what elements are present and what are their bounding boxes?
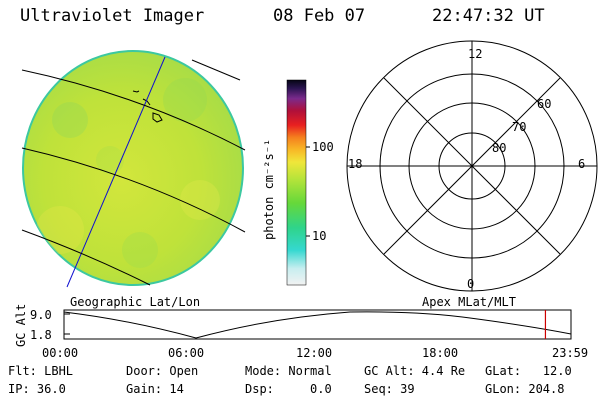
glat-status: GLat: 12.0: [485, 364, 572, 378]
color-bar: [286, 79, 310, 286]
geo-panel-label: Geographic Lat/Lon: [70, 295, 201, 309]
dsp-status: Dsp: 0.0: [245, 382, 332, 396]
latitude-lines: [21, 59, 246, 286]
timeline-ytick-low: 1.8: [30, 328, 52, 342]
time-label: 22:47:32 UT: [432, 6, 545, 26]
mlt-label-0: 0: [467, 277, 475, 291]
uv-earth-image: [22, 50, 244, 286]
mlt-label-12: 12: [468, 47, 483, 61]
lat-label-70: 70: [512, 120, 527, 134]
altitude-timeline: [63, 309, 572, 340]
app-title: Ultraviolet Imager: [20, 6, 205, 26]
lat-label-60: 60: [537, 97, 552, 111]
glon-status: GLon: 204.8: [485, 382, 565, 396]
date-label: 08 Feb 07: [273, 6, 366, 26]
colorbar-tick-10: 10: [312, 229, 327, 243]
gain-status: Gain: 14: [126, 382, 184, 396]
timeline-xtick: 23:59: [552, 346, 589, 360]
timeline-xtick: 06:00: [168, 346, 205, 360]
colorbar-unit-label: photon cm⁻²s⁻¹: [262, 138, 276, 240]
timeline-ylabel: GC Alt: [14, 303, 28, 347]
timeline-ytick-high: 9.0: [30, 308, 52, 322]
gc-alt-status: GC Alt: 4.4 Re: [364, 364, 466, 378]
mlt-label-18: 18: [348, 157, 363, 171]
mode-status: Mode: Normal: [245, 364, 332, 378]
filter-status: Flt: LBHL: [8, 364, 74, 378]
door-status: Door: Open: [126, 364, 199, 378]
lat-label-80: 80: [492, 141, 507, 155]
timeline-xtick: 00:00: [42, 346, 79, 360]
timeline-xtick: 12:00: [296, 346, 333, 360]
seq-status: Seq: 39: [364, 382, 415, 396]
apex-panel-label: Apex MLat/MLT: [422, 295, 516, 309]
ip-status: IP: 36.0: [8, 382, 66, 396]
polar-grid: [346, 40, 598, 292]
mlt-label-6: 6: [578, 157, 586, 171]
island-outline: [132, 90, 163, 123]
timeline-xtick: 18:00: [422, 346, 459, 360]
colorbar-tick-100: 100: [312, 140, 334, 154]
geo-grid: [66, 56, 166, 288]
